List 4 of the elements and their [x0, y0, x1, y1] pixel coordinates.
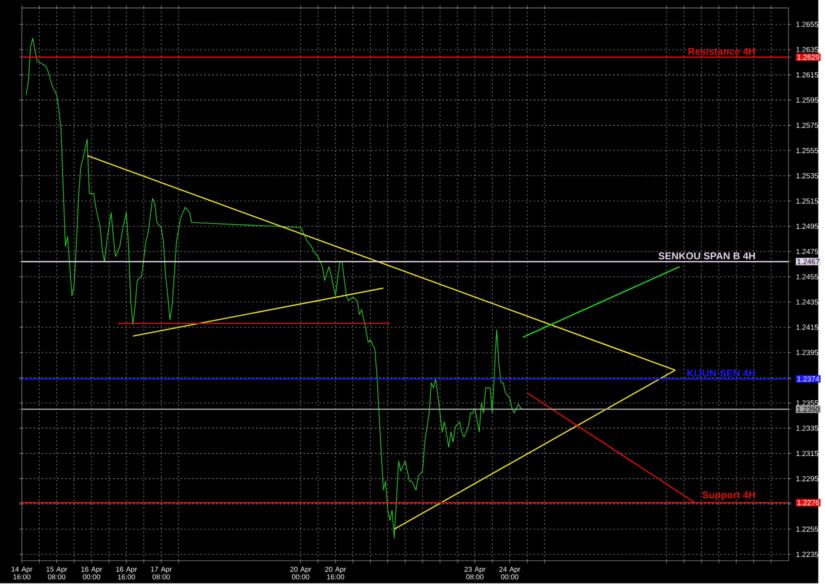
ref-line-label: Support 4H	[702, 492, 755, 500]
ref-line-label: KIJUN-SEN 4H	[687, 370, 755, 377]
ref-line-label: SENKOU SPAN B 4H	[658, 252, 755, 260]
ref-line-label: Resistance 4H	[688, 48, 755, 55]
